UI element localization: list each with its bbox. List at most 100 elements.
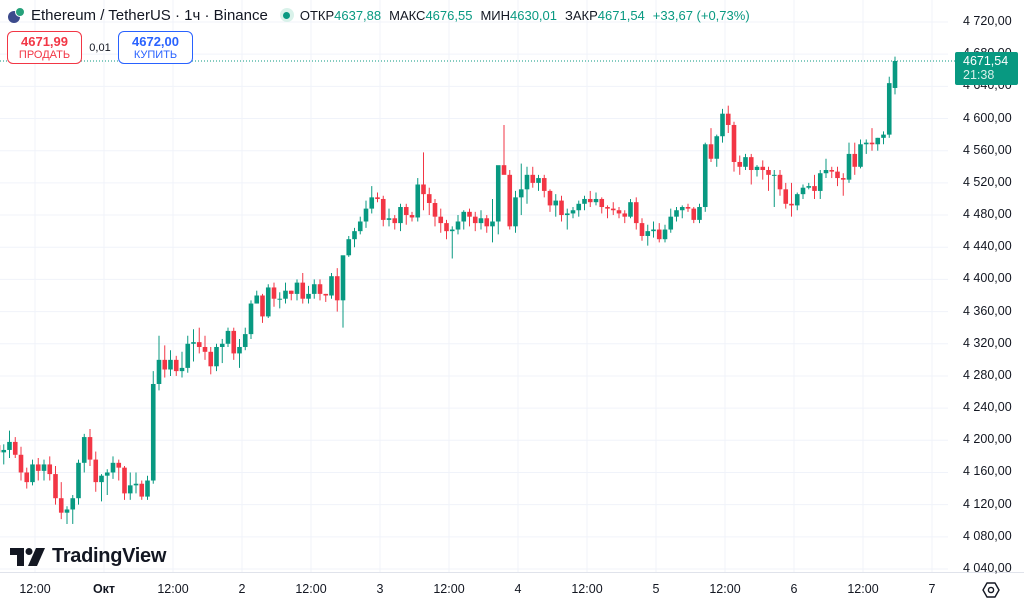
candle bbox=[12, 437, 18, 458]
candle bbox=[691, 207, 697, 224]
candle bbox=[64, 506, 70, 524]
high-label: МАКС bbox=[389, 7, 426, 23]
candle bbox=[99, 474, 104, 502]
candle bbox=[668, 208, 674, 233]
candle bbox=[208, 346, 214, 375]
candle bbox=[564, 208, 570, 230]
candle bbox=[426, 187, 432, 216]
candle bbox=[415, 178, 421, 222]
candle bbox=[334, 268, 340, 312]
candle bbox=[886, 76, 892, 138]
open-label: ОТКР bbox=[299, 7, 335, 23]
candle bbox=[737, 155, 743, 175]
candle bbox=[662, 224, 668, 243]
candle bbox=[277, 292, 283, 309]
candle bbox=[357, 216, 363, 235]
candle bbox=[697, 203, 702, 224]
candle bbox=[116, 459, 122, 481]
sell-button[interactable]: 4671,99 ПРОДАТЬ bbox=[7, 31, 82, 64]
candle bbox=[127, 472, 133, 500]
candle bbox=[633, 197, 639, 230]
price-tick-label: 4 720,00 bbox=[963, 14, 1012, 28]
ohlc-legend: ОТКР4637,88 МАКС4676,55 МИН4630,01 ЗАКР4… bbox=[300, 8, 750, 23]
candle bbox=[852, 142, 858, 175]
candle bbox=[185, 335, 191, 373]
candle bbox=[501, 124, 507, 175]
spread-value: 0,01 bbox=[89, 41, 111, 54]
candle bbox=[352, 227, 357, 248]
candle bbox=[346, 235, 352, 257]
candle bbox=[582, 195, 587, 211]
close-value: 4671,54 bbox=[597, 7, 645, 23]
candle bbox=[536, 174, 541, 191]
sell-price: 4671,99 bbox=[21, 34, 68, 49]
tradingview-logo[interactable]: TradingView bbox=[10, 545, 166, 568]
candle bbox=[605, 205, 610, 219]
candle bbox=[863, 139, 869, 154]
candle bbox=[817, 170, 823, 199]
candle bbox=[714, 134, 720, 167]
candle bbox=[829, 166, 835, 179]
tradingview-logo-icon bbox=[10, 547, 45, 566]
last-price-tag: 4671,54 21:38 bbox=[955, 52, 1018, 85]
candle bbox=[455, 215, 461, 235]
price-tick-label: 4 280,00 bbox=[963, 367, 1012, 382]
candle bbox=[139, 480, 145, 500]
candle bbox=[30, 459, 35, 486]
candle bbox=[771, 170, 777, 208]
candle bbox=[317, 279, 323, 301]
candle bbox=[81, 433, 87, 473]
candle bbox=[288, 290, 294, 301]
candle bbox=[674, 207, 679, 222]
candle bbox=[87, 429, 93, 467]
candle bbox=[840, 173, 846, 196]
candle bbox=[76, 459, 81, 505]
candle bbox=[875, 137, 881, 151]
time-tick-label: 12:00 bbox=[19, 582, 51, 596]
candle bbox=[495, 165, 501, 235]
candle bbox=[306, 285, 311, 304]
candle bbox=[806, 182, 812, 190]
time-tick-label: 4 bbox=[514, 582, 522, 596]
last-price: 4671,54 bbox=[963, 54, 1009, 68]
time-tick-label: 12:00 bbox=[157, 582, 189, 596]
candle bbox=[628, 198, 633, 219]
candle bbox=[283, 282, 288, 304]
price-tick-label: 4 360,00 bbox=[963, 303, 1012, 318]
time-tick-label: 3 bbox=[376, 582, 384, 596]
candle bbox=[104, 469, 110, 495]
candle bbox=[518, 163, 524, 216]
candle bbox=[242, 327, 248, 351]
candle bbox=[725, 105, 731, 134]
close-label: ЗАКР bbox=[565, 7, 598, 23]
candle bbox=[421, 152, 426, 211]
candle bbox=[513, 190, 518, 233]
candle bbox=[754, 165, 760, 177]
candle bbox=[892, 56, 898, 95]
candle bbox=[702, 142, 708, 212]
candle bbox=[553, 194, 559, 217]
candle bbox=[363, 200, 369, 228]
gear-icon[interactable] bbox=[982, 581, 1000, 599]
candle bbox=[70, 494, 76, 524]
candle bbox=[685, 203, 691, 212]
candle bbox=[812, 174, 817, 199]
candle bbox=[777, 170, 783, 196]
candle bbox=[587, 190, 593, 208]
candle bbox=[524, 166, 530, 204]
buy-button[interactable]: 4672,00 КУПИТЬ bbox=[118, 31, 193, 64]
price-tick-label: 4 320,00 bbox=[963, 335, 1012, 350]
candle bbox=[570, 207, 576, 219]
candle bbox=[656, 223, 662, 243]
candle bbox=[53, 466, 58, 505]
candle bbox=[783, 182, 789, 209]
price-tick-label: 4 080,00 bbox=[963, 528, 1012, 543]
candle bbox=[311, 279, 317, 299]
chart-header: Ethereum / TetherUS · 1ч · Binance ОТКР4… bbox=[8, 6, 750, 24]
symbol-title[interactable]: Ethereum / TetherUS · 1ч · Binance bbox=[31, 6, 268, 24]
candle bbox=[679, 205, 685, 219]
candle bbox=[7, 430, 12, 458]
candle bbox=[329, 272, 334, 299]
